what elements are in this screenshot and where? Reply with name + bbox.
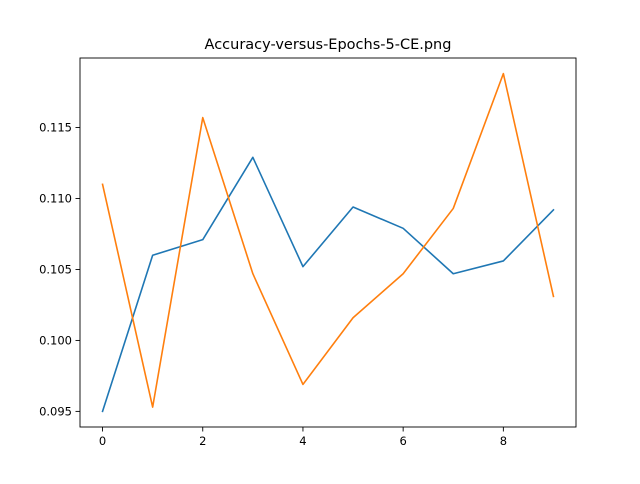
axes-layer: 0 2 4 6 8 0.095 0.100 0.105 0.110 0.115 bbox=[39, 57, 577, 448]
y-tick-label: 0.095 bbox=[39, 404, 72, 418]
plot-frame bbox=[79, 57, 577, 428]
x-tick-label: 6 bbox=[399, 434, 406, 448]
y-tick-label: 0.110 bbox=[39, 192, 72, 206]
x-tick-label: 8 bbox=[500, 434, 507, 448]
series-line-2 bbox=[101, 72, 555, 408]
chart-title: Accuracy-versus-Epochs-5-CE.png bbox=[205, 37, 452, 53]
series-line-1 bbox=[101, 156, 555, 413]
x-tick-label: 4 bbox=[299, 434, 306, 448]
y-tick-label: 0.100 bbox=[39, 333, 72, 347]
y-tick-label: 0.115 bbox=[39, 121, 72, 135]
x-tick-label: 2 bbox=[199, 434, 206, 448]
series-layer bbox=[101, 72, 555, 413]
x-tick-label: 0 bbox=[99, 434, 106, 448]
y-tick-label: 0.105 bbox=[39, 262, 72, 276]
